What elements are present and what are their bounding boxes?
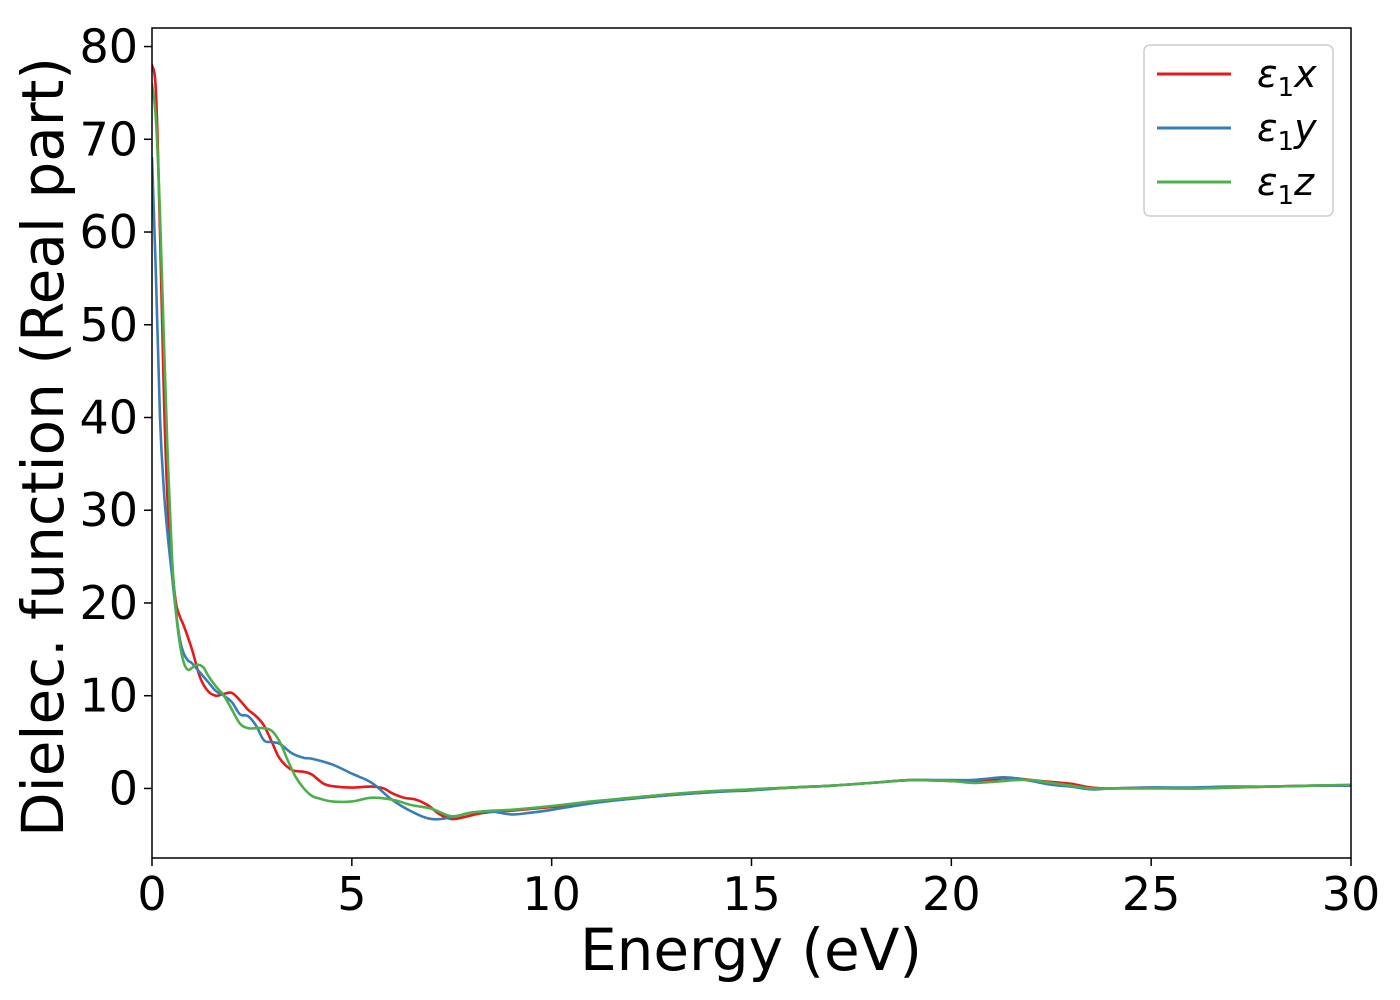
legend-label-y: ε1y bbox=[1257, 106, 1317, 157]
x-tick-label: 5 bbox=[337, 867, 366, 921]
x-tick-label: 25 bbox=[1122, 867, 1181, 921]
y-tick-label: 40 bbox=[79, 390, 138, 444]
ticks-layer: 0 5 10 15 20 25 30 0 10 20 30 40 50 60 70 80 bbox=[79, 20, 1380, 921]
y-tick-label: 60 bbox=[79, 205, 138, 259]
legend-label-x: ε1x bbox=[1257, 52, 1317, 103]
y-tick-label: 80 bbox=[79, 20, 138, 74]
series-layer bbox=[152, 63, 1351, 821]
y-tick-label: 20 bbox=[79, 576, 138, 630]
x-tick-label: 10 bbox=[522, 867, 581, 921]
x-tick-label: 0 bbox=[137, 867, 166, 921]
y-axis-label: Dielec. function (Real part) bbox=[9, 57, 77, 837]
x-tick-label: 20 bbox=[922, 867, 981, 921]
y-tick-label: 0 bbox=[109, 761, 138, 815]
y-tick-label: 70 bbox=[79, 112, 138, 166]
y-tick-label: 10 bbox=[79, 669, 138, 723]
x-axis-label: Energy (eV) bbox=[580, 916, 922, 984]
y-tick-label: 50 bbox=[79, 298, 138, 352]
legend-label-z: ε1z bbox=[1257, 160, 1315, 211]
legend-frame bbox=[1143, 44, 1334, 217]
x-tick-label: 30 bbox=[1322, 867, 1381, 921]
legend: ε1x ε1y ε1z bbox=[1143, 44, 1334, 217]
y-tick-label: 30 bbox=[79, 483, 138, 537]
x-tick-label: 15 bbox=[722, 867, 781, 921]
series-line-eps1z bbox=[152, 82, 1351, 818]
